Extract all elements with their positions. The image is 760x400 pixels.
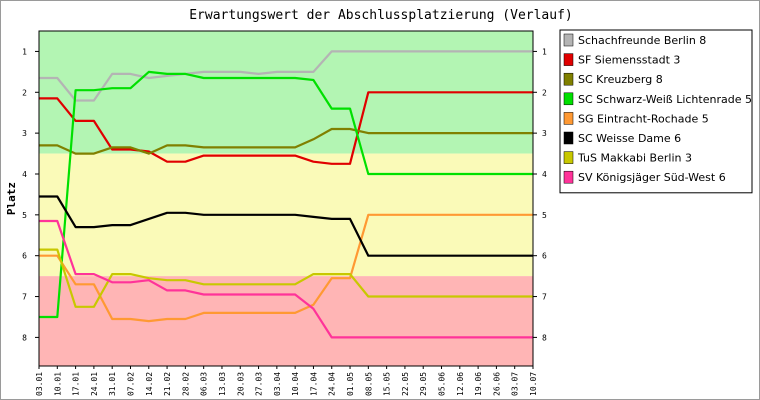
x-tick-label: 07.02 — [126, 372, 135, 396]
x-tick-label: 14.02 — [145, 372, 154, 396]
legend-swatch-4 — [563, 92, 574, 106]
y-tick-label-right: 5 — [542, 211, 547, 220]
band-3 — [39, 276, 533, 366]
x-tick-label: 26.06 — [492, 372, 501, 396]
y-tick-label-left: 6 — [22, 252, 27, 261]
x-tick-label: 12.06 — [456, 372, 465, 396]
series-line-7 — [39, 248, 533, 308]
y-tick-label-right: 4 — [542, 170, 547, 179]
legend-label-5: SG Eintracht-Rochade 5 — [578, 112, 709, 125]
x-tick-label: 10.01 — [53, 372, 62, 396]
x-tick-label: 08.05 — [364, 372, 373, 396]
y-tick-label-right: 6 — [542, 252, 547, 261]
series-line-4 — [39, 70, 533, 319]
legend-swatch-3 — [563, 72, 574, 86]
y-axis-left: 1 2 3 4 5 6 7 8 — [22, 47, 39, 342]
background-bands — [39, 31, 533, 366]
legend-label-6: SC Weisse Dame 6 — [578, 132, 681, 145]
x-tick-label: 28.02 — [181, 372, 190, 396]
y-tick-label-right: 1 — [542, 47, 547, 56]
x-tick-label: 27.03 — [255, 372, 264, 396]
y-tick-label-right: 8 — [542, 333, 547, 342]
y-tick-label-right: 2 — [542, 88, 547, 97]
x-tick-label: 03.04 — [273, 372, 282, 396]
y-tick-label-left: 3 — [22, 129, 27, 138]
series-line-8 — [39, 219, 533, 339]
x-tick-label: 22.05 — [401, 372, 410, 396]
y-tick-label-left: 4 — [22, 170, 27, 179]
chart-title: Erwartungswert der Abschlussplatzierung … — [189, 8, 573, 23]
x-tick-label: 24.01 — [90, 372, 99, 396]
x-tick-label: 10.04 — [291, 372, 300, 396]
legend-swatch-2 — [563, 53, 574, 66]
legend-label-7: TuS Makkabi Berlin 3 — [577, 152, 692, 165]
legend-label-1: Schachfreunde Berlin 8 — [578, 34, 706, 47]
y-tick-label-left: 8 — [22, 333, 27, 342]
y-axis-right: 1 2 3 4 5 6 7 8 — [533, 47, 547, 342]
series-line-2 — [39, 91, 533, 165]
y-tick-label-right: 7 — [542, 293, 547, 302]
legend-box — [559, 29, 753, 194]
x-tick-label: 01.05 — [346, 372, 355, 396]
legend-swatch-6 — [563, 131, 574, 145]
x-tick-label: 20.03 — [236, 372, 245, 396]
series-lines — [39, 50, 533, 339]
x-tick-label: 19.06 — [474, 372, 483, 396]
x-tick-label: 24.04 — [328, 372, 337, 396]
legend-swatch-8 — [563, 170, 574, 184]
series-line-1 — [39, 50, 533, 102]
x-tick-label: 15.05 — [383, 372, 392, 396]
x-tick-label: 10.07 — [529, 372, 538, 396]
series-line-6 — [39, 195, 533, 257]
legend-swatch-5 — [563, 112, 574, 125]
x-tick-label: 31.01 — [108, 372, 117, 396]
legend: Schachfreunde Berlin 8 SF Siemensstadt 3 S… — [559, 29, 753, 194]
x-tick-label: 06.03 — [200, 372, 209, 396]
x-tick-label: 03.01 — [35, 372, 44, 396]
legend-swatch-1 — [563, 33, 574, 47]
y-tick-label-right: 3 — [542, 129, 547, 138]
x-axis: 03.01 10.01 17.01 24.01 31.01 07.02 14.02 21.02… — [35, 366, 538, 396]
legend-swatch-7 — [563, 151, 574, 164]
legend-label-8: SV Königsjäger Süd-West 6 — [578, 171, 726, 184]
x-tick-label: 17.04 — [309, 372, 318, 396]
x-tick-label: 29.05 — [419, 372, 428, 396]
x-tick-label: 13.03 — [218, 372, 227, 396]
y-tick-label-left: 1 — [22, 47, 27, 56]
x-tick-label: 21.02 — [163, 372, 172, 396]
plot-area-border — [38, 30, 534, 367]
x-tick-label: 17.01 — [72, 372, 81, 396]
series-line-5 — [39, 213, 533, 323]
legend-label-4: SC Schwarz-Weiß Lichtenrade 5 — [578, 93, 752, 106]
x-tick-label: 03.07 — [511, 372, 520, 396]
y-tick-label-left: 5 — [22, 211, 27, 220]
legend-label-3: SC Kreuzberg 8 — [578, 73, 663, 86]
y-tick-label-left: 2 — [22, 88, 27, 97]
x-tick-label: 05.06 — [438, 372, 447, 396]
legend-label-2: SF Siemensstadt 3 — [578, 54, 680, 67]
y-axis-label: Platz — [5, 182, 18, 215]
y-tick-label-left: 7 — [22, 293, 27, 302]
series-line-3 — [39, 127, 533, 155]
